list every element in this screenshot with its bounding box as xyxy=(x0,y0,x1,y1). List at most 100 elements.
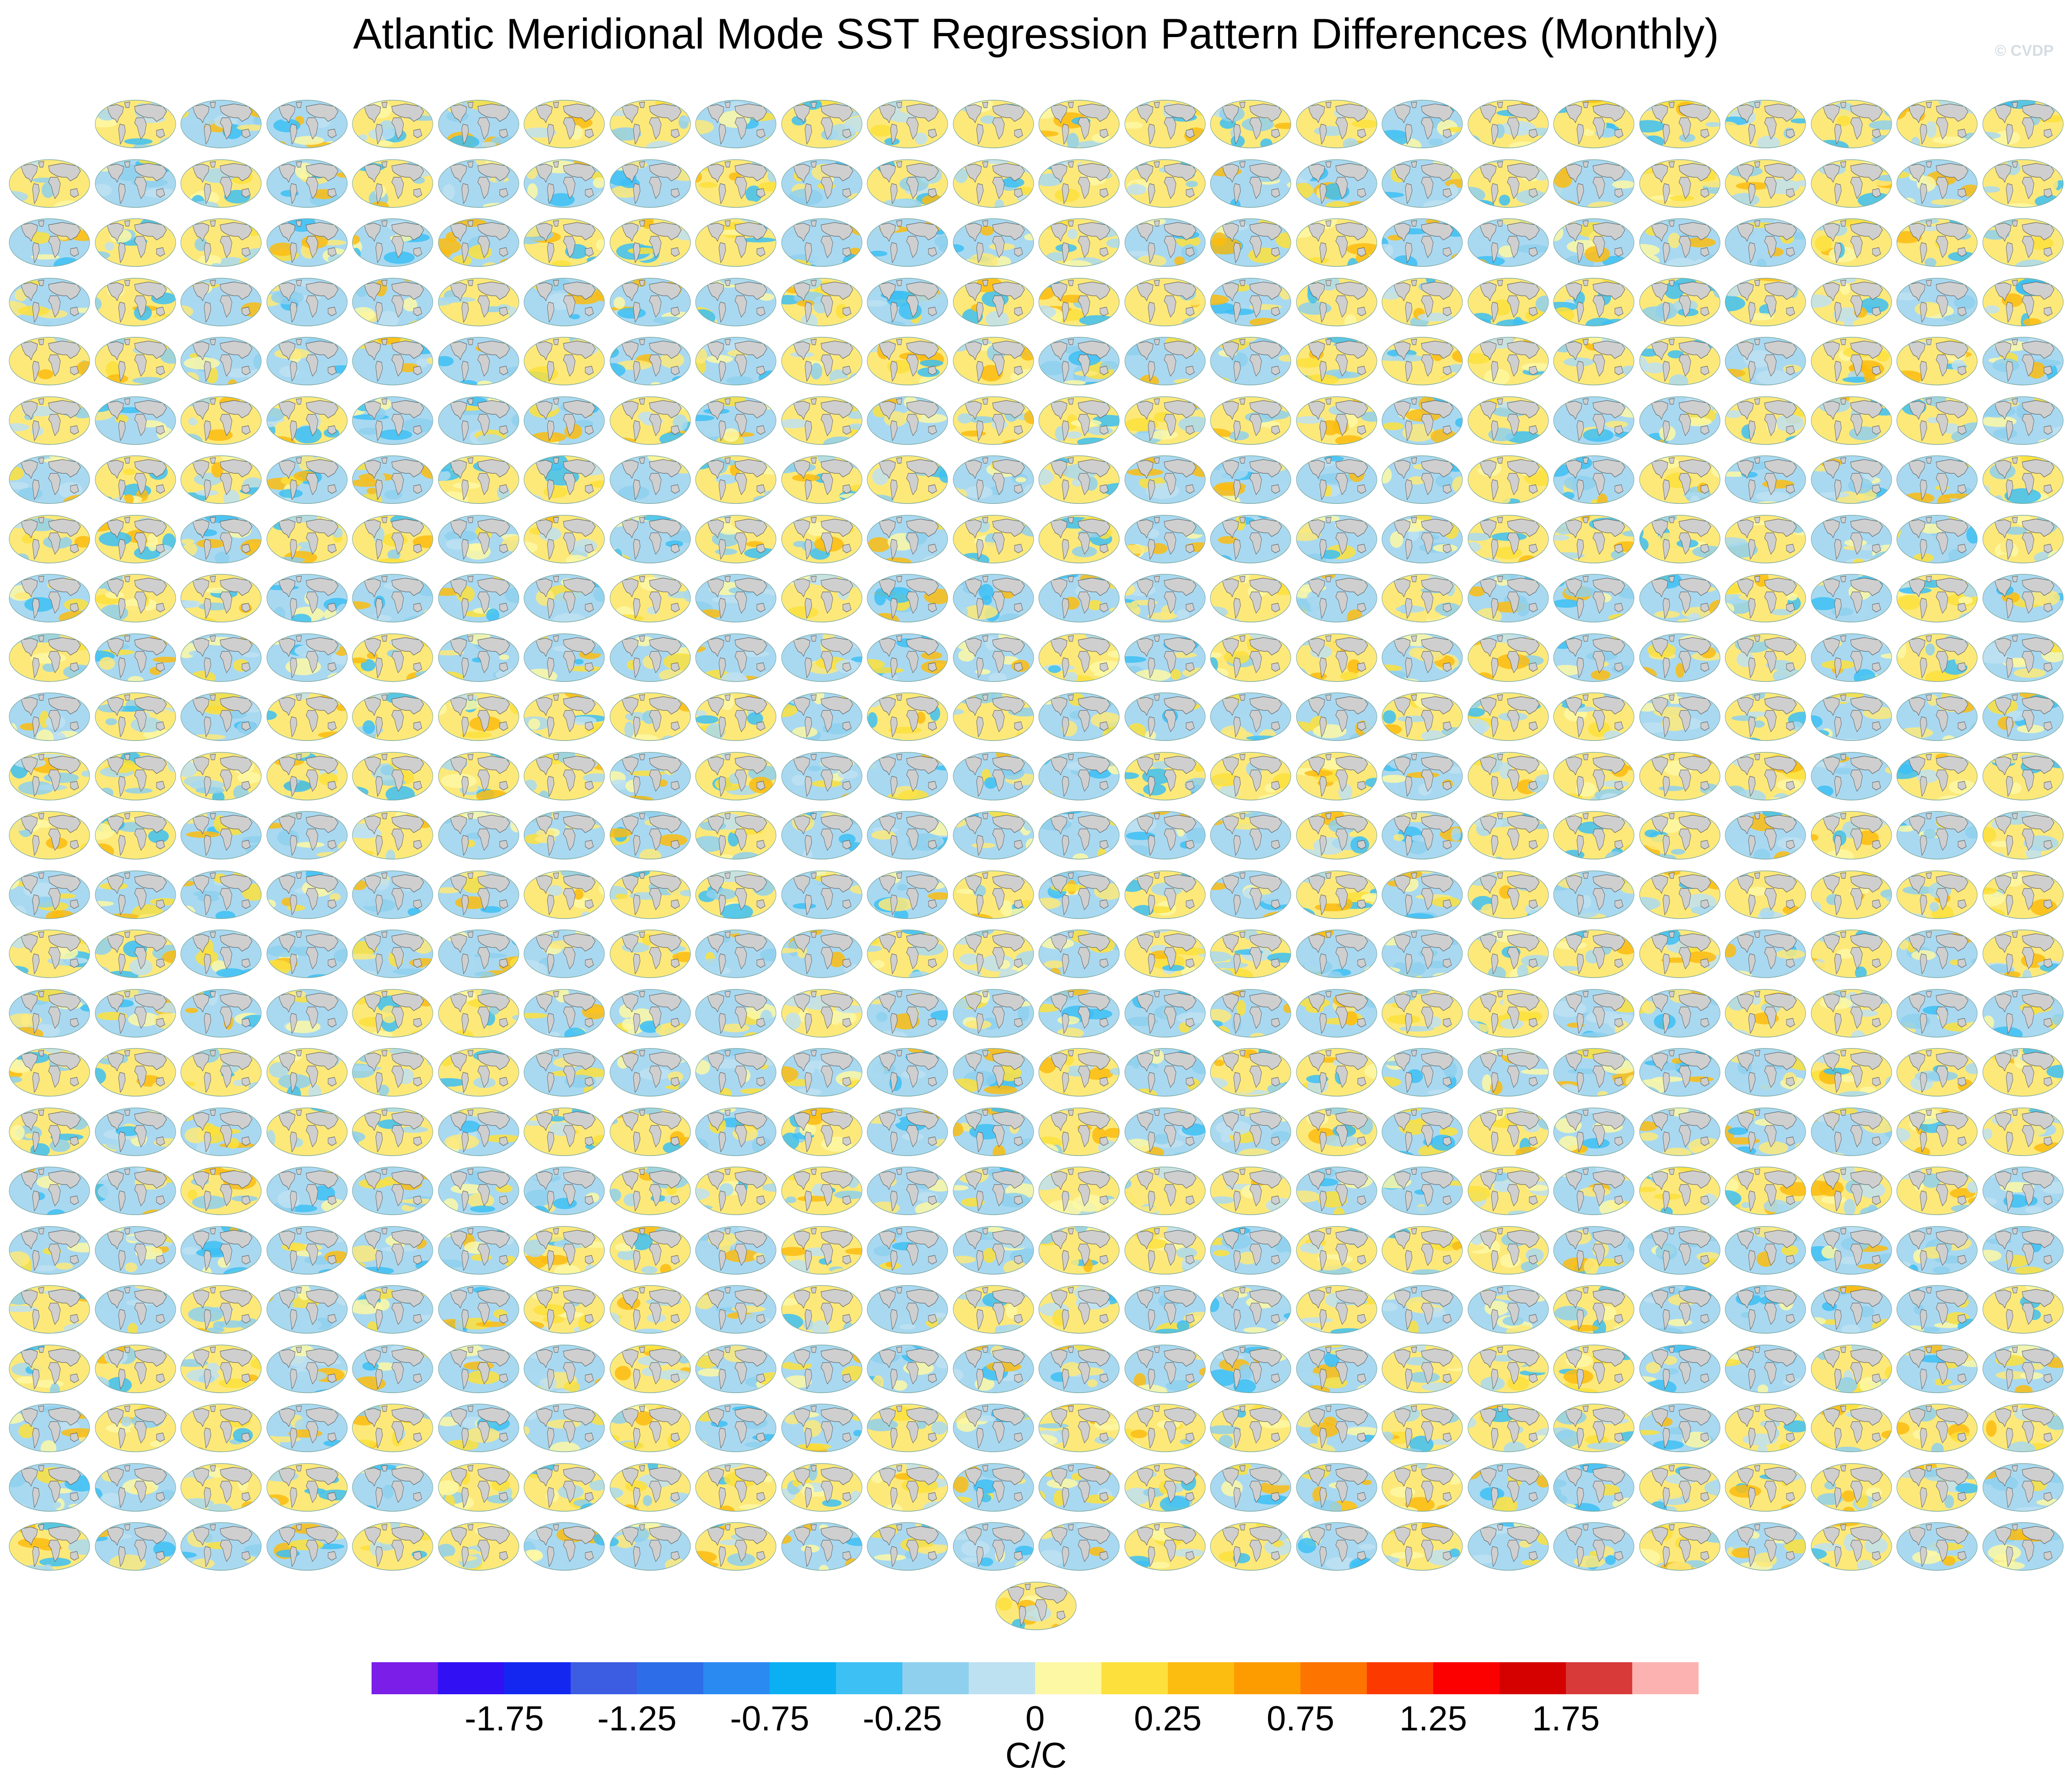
world-map xyxy=(1296,930,1377,978)
map-panel xyxy=(1038,329,1120,386)
map-panel xyxy=(8,1099,91,1157)
map-panel xyxy=(1553,1395,1635,1453)
map-panel xyxy=(1209,507,1292,564)
map-panel xyxy=(1038,92,1120,149)
world-map xyxy=(1982,100,2063,148)
world-map xyxy=(1982,1107,2063,1156)
map-panel xyxy=(1467,1040,1549,1097)
map-panel xyxy=(695,388,777,446)
world-map xyxy=(610,811,691,859)
map-panel xyxy=(351,625,434,683)
world-map xyxy=(1982,159,2063,208)
world-map xyxy=(438,574,519,622)
world-map xyxy=(438,930,519,978)
map-panel xyxy=(351,329,434,386)
map-panel xyxy=(437,1218,520,1275)
map-panel xyxy=(1381,388,1463,446)
map-panel xyxy=(437,1277,520,1335)
world-map xyxy=(1896,396,1978,445)
world-map xyxy=(1381,692,1463,741)
map-panel xyxy=(1381,1158,1463,1216)
map-panel xyxy=(180,744,262,801)
world-map xyxy=(352,751,433,800)
world-map xyxy=(1896,1344,1978,1393)
map-panel xyxy=(8,1514,91,1572)
world-map xyxy=(1725,1167,1806,1215)
world-map xyxy=(352,1167,433,1215)
colorbar-swatch xyxy=(1632,1662,1699,1694)
map-panel xyxy=(1810,981,1893,1038)
map-panel xyxy=(1896,1158,1978,1216)
colorbar-tick-label: -1.25 xyxy=(597,1699,677,1738)
map-panel xyxy=(1038,1395,1120,1453)
world-map xyxy=(953,396,1034,445)
map-panel xyxy=(1896,684,1978,742)
world-map xyxy=(438,455,519,504)
map-panel xyxy=(695,210,777,268)
map-panel xyxy=(523,744,605,801)
map-panel xyxy=(781,92,863,149)
map-panel xyxy=(351,447,434,505)
map-panel xyxy=(94,388,177,446)
world-map xyxy=(953,574,1034,622)
world-map xyxy=(438,989,519,1038)
world-map xyxy=(266,277,347,326)
world-map xyxy=(781,514,862,563)
map-panel xyxy=(1124,270,1206,327)
colorbar-tick-label: 1.75 xyxy=(1532,1699,1600,1738)
map-panel xyxy=(1038,1040,1120,1097)
world-map xyxy=(352,218,433,267)
map-panel xyxy=(1209,744,1292,801)
world-map xyxy=(266,396,347,445)
map-panel xyxy=(952,1514,1035,1572)
world-map xyxy=(867,1522,948,1571)
world-map xyxy=(523,1344,605,1393)
map-panel xyxy=(781,507,863,564)
map-panel xyxy=(995,1573,1077,1631)
map-panel xyxy=(1209,151,1292,209)
map-panel xyxy=(695,981,777,1038)
map-panel xyxy=(866,921,949,979)
map-panel xyxy=(523,625,605,683)
map-panel xyxy=(1467,151,1549,209)
map-panel xyxy=(266,151,348,209)
map-panel xyxy=(1209,447,1292,505)
map-panel xyxy=(1896,744,1978,801)
map-panel xyxy=(1553,981,1635,1038)
world-map xyxy=(1038,277,1120,326)
world-map xyxy=(867,337,948,385)
map-panel xyxy=(1553,447,1635,505)
world-map xyxy=(1896,337,1978,385)
map-panel xyxy=(351,1336,434,1394)
world-map xyxy=(95,218,176,267)
map-panel xyxy=(1553,1336,1635,1394)
map-panel xyxy=(952,1218,1035,1275)
world-map xyxy=(781,218,862,267)
world-map xyxy=(1124,1107,1205,1156)
map-panel xyxy=(609,1336,691,1394)
map-panel xyxy=(94,329,177,386)
world-map xyxy=(523,455,605,504)
map-panel xyxy=(866,1218,949,1275)
map-panel xyxy=(437,1395,520,1453)
world-map xyxy=(1381,1226,1463,1275)
map-panel xyxy=(1639,1336,1721,1394)
colorbar-units: C/C xyxy=(1005,1735,1067,1775)
map-panel xyxy=(351,1218,434,1275)
map-panel xyxy=(952,684,1035,742)
world-map xyxy=(695,811,777,859)
map-panel xyxy=(1639,92,1721,149)
map-panel xyxy=(1038,507,1120,564)
world-map xyxy=(867,930,948,978)
map-panel xyxy=(952,270,1035,327)
map-panel xyxy=(695,862,777,920)
map-panel xyxy=(1982,803,2064,860)
world-map xyxy=(1982,811,2063,859)
map-panel xyxy=(437,1040,520,1097)
map-panel xyxy=(180,329,262,386)
map-panel xyxy=(1124,1158,1206,1216)
world-map xyxy=(610,1404,691,1452)
colorbar-swatch xyxy=(770,1662,836,1694)
colorbar-swatch xyxy=(836,1662,903,1694)
world-map xyxy=(695,1404,777,1452)
